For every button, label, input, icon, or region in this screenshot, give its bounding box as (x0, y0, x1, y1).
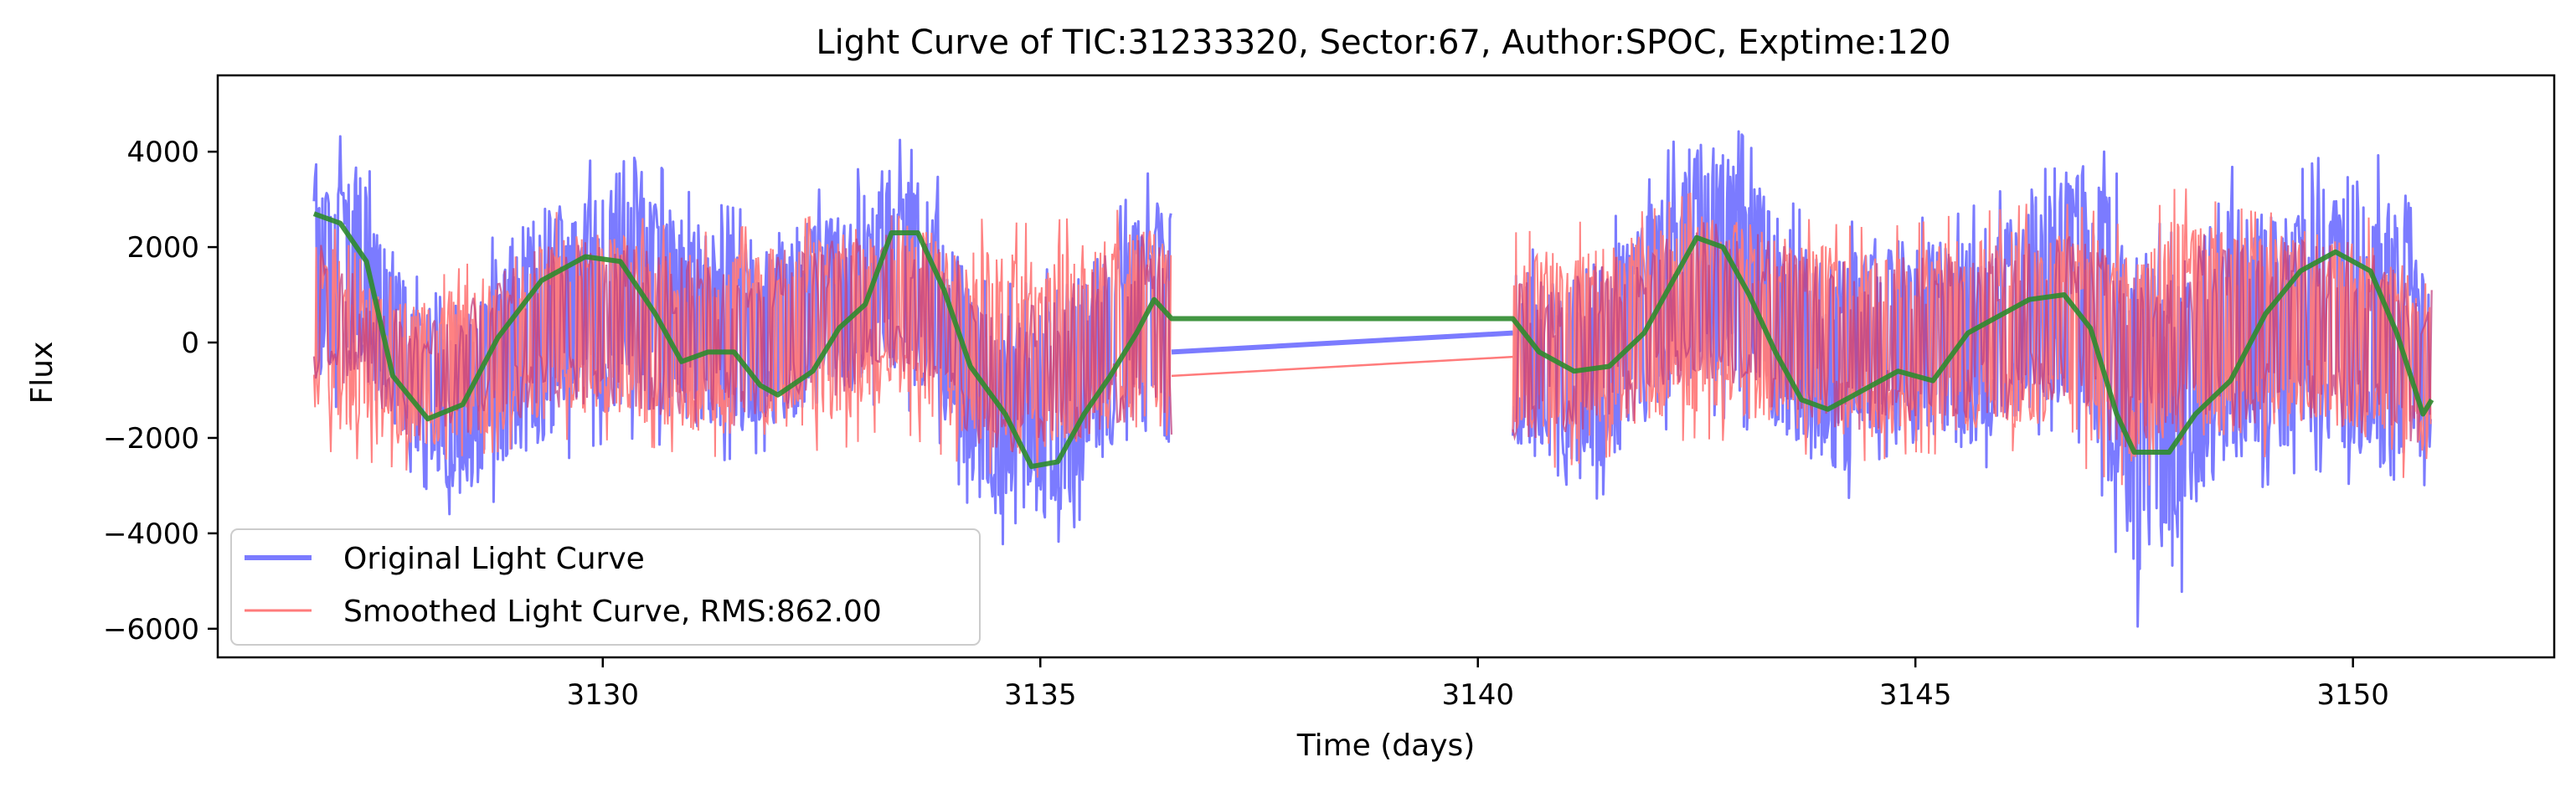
y-tick-label: 2000 (126, 231, 199, 265)
plot-frame (216, 74, 2556, 659)
y-tick-label: −4000 (103, 518, 199, 551)
y-tick-label: 4000 (126, 136, 199, 169)
smoothed-light-curve-line (312, 188, 2432, 486)
x-tick-label: 3150 (2316, 678, 2389, 712)
y-tick-label: 0 (181, 327, 199, 360)
overlap-layer (312, 215, 2433, 454)
x-tick-label: 3145 (1879, 678, 1952, 712)
chart-title: Light Curve of TIC:31233320, Sector:67, … (816, 23, 1950, 62)
legend: Original Light Curve Smoothed Light Curv… (230, 528, 981, 646)
y-tick-label: −2000 (103, 422, 199, 456)
smoothed-light-curve-layer (312, 188, 2432, 486)
legend-box (230, 528, 981, 646)
x-tick-label: 3140 (1441, 678, 1514, 712)
x-axis: 3130 3135 3140 3145 3150 (567, 657, 2389, 712)
trend-line (312, 211, 2434, 470)
trend-line-layer (312, 211, 2434, 470)
y-axis: −6000 −4000 −2000 0 2000 4000 (103, 136, 218, 646)
original-gap-line (1171, 330, 1513, 355)
smoothed-gap-line (1171, 355, 1513, 378)
overlap-line (312, 215, 2433, 454)
y-tick-label: −6000 (103, 613, 199, 646)
plot-area (312, 130, 2434, 628)
legend-original-label: Original Light Curve (343, 542, 645, 576)
x-axis-label: Time (days) (1296, 729, 1476, 763)
y-axis-label: Flux (25, 342, 59, 404)
x-tick-label: 3130 (567, 678, 640, 712)
legend-smoothed-label: Smoothed Light Curve, RMS:862.00 (343, 595, 882, 629)
x-tick-label: 3135 (1004, 678, 1077, 712)
